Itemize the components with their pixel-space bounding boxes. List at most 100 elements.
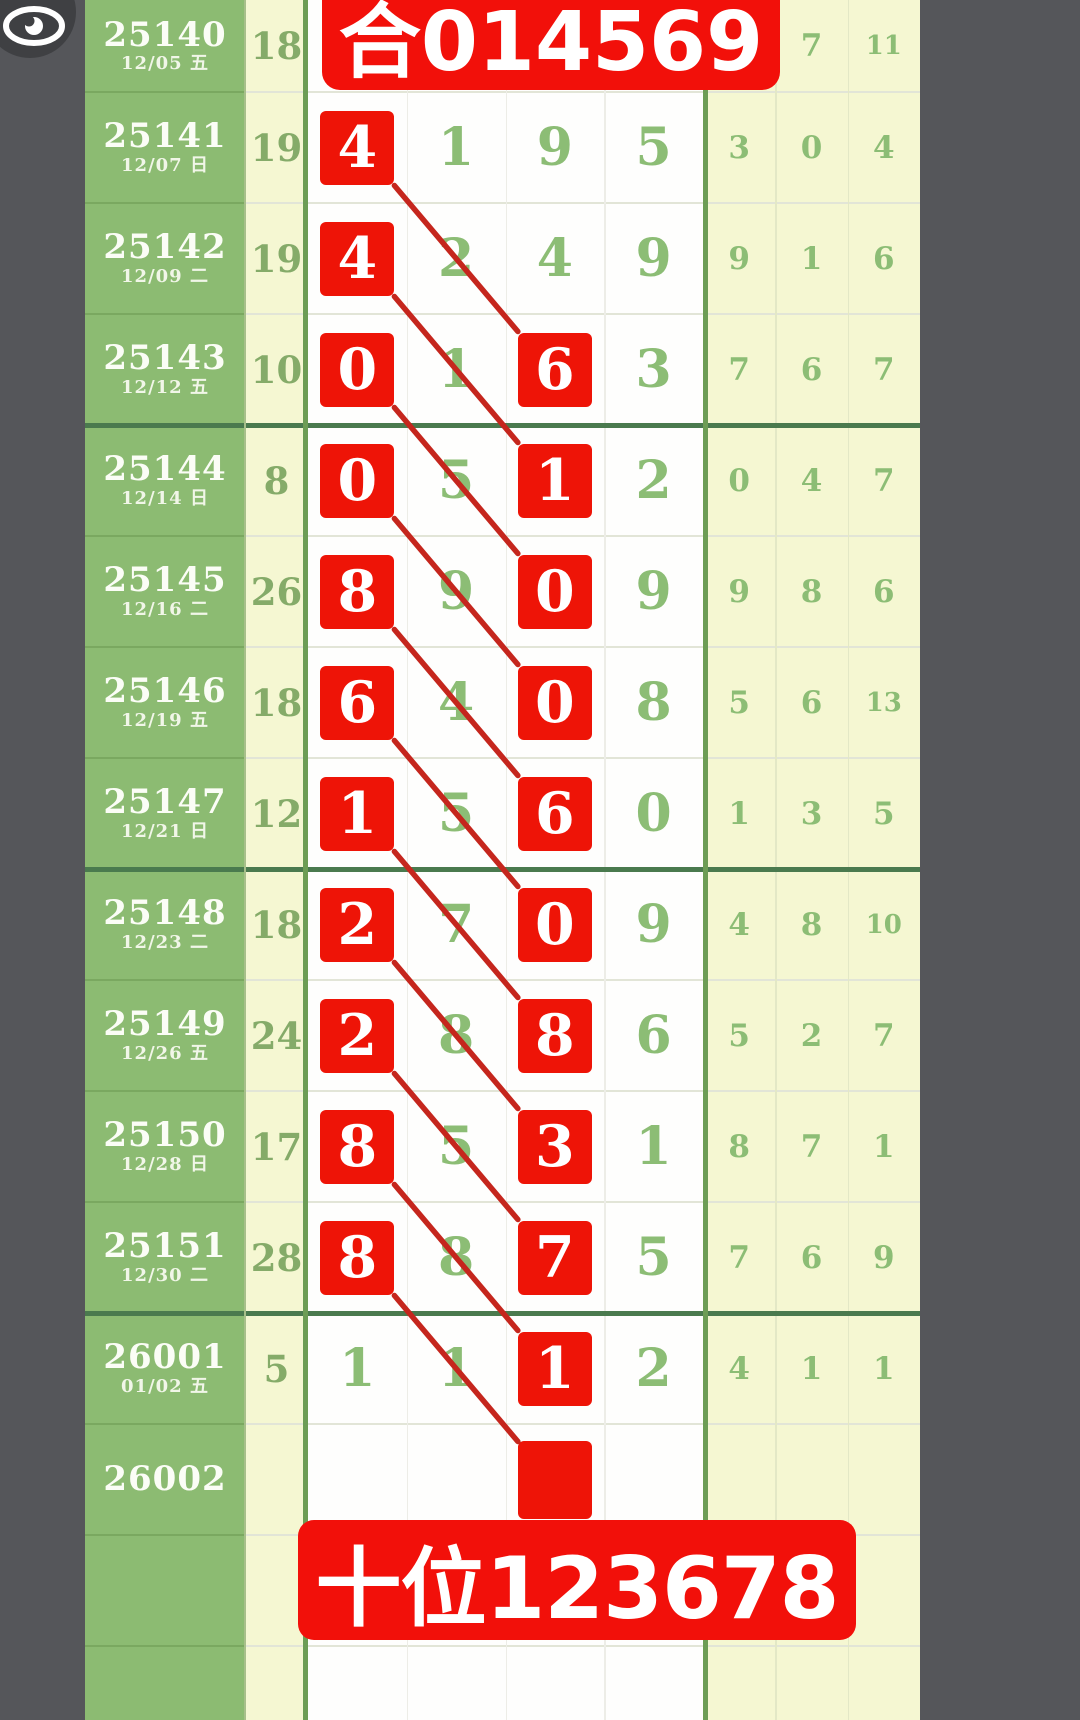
stat-value: 6 — [800, 684, 823, 721]
column-separator-line — [303, 0, 308, 1720]
digit-cell: 1 — [604, 1091, 703, 1202]
winning-digit-box: 2 — [320, 998, 395, 1073]
stat-value: 7 — [800, 1128, 823, 1165]
draw-date: 12/14 日 — [121, 487, 209, 509]
stat-cell: 4 — [703, 1313, 775, 1424]
column-separator-line — [703, 0, 708, 1720]
stat-cell: 7 — [848, 314, 920, 425]
issue-cell: 26002 — [85, 1424, 245, 1535]
stat-cell: 7 — [703, 1202, 775, 1313]
digit-cell: 0 — [308, 314, 407, 425]
issue-cell: 25146 12/19 五 — [85, 647, 245, 758]
digit-cell: 2 — [308, 869, 407, 980]
eye-icon[interactable] — [0, 0, 100, 90]
stat-value: 7 — [800, 28, 823, 64]
issue-number: 25141 — [103, 116, 227, 157]
row-separator-line — [85, 1645, 245, 1647]
digit-cell: 1 — [407, 92, 506, 203]
digit-cell: 5 — [407, 1091, 506, 1202]
row-separator-line — [85, 1534, 245, 1536]
winning-digit-box: 6 — [517, 332, 592, 407]
stat-value: 4 — [873, 129, 895, 166]
winning-digit-box — [517, 1440, 592, 1519]
issue-cell: 25145 12/16 二 — [85, 536, 245, 647]
digit-value: 8 — [438, 1005, 475, 1066]
stat-cell: 3 — [775, 758, 847, 869]
stat-value: 1 — [800, 240, 823, 277]
draw-date: 12/05 五 — [121, 53, 209, 75]
digit-value: 2 — [635, 1338, 672, 1399]
issue-number: 25151 — [103, 1226, 227, 1267]
column-separator-line — [604, 0, 606, 1720]
value-cell: 17 — [245, 1091, 308, 1202]
digit-cell: 0 — [604, 758, 703, 869]
digit-value: 0 — [635, 783, 672, 844]
digit-cell: 6 — [506, 758, 605, 869]
winning-digit-box: 1 — [320, 776, 395, 851]
stat-cell: 5 — [848, 758, 920, 869]
issue-number: 25142 — [103, 227, 227, 268]
digit-cell: 0 — [506, 647, 605, 758]
digit-cell: 4 — [308, 203, 407, 314]
row-separator-line — [85, 202, 245, 204]
winning-digit-box: 6 — [320, 665, 395, 740]
digit-cell: 4 — [506, 203, 605, 314]
stat-cell: 13 — [848, 647, 920, 758]
sum-value: 24 — [250, 1013, 303, 1058]
row-separator-line — [85, 535, 245, 537]
column-separator-line — [847, 0, 850, 1720]
stat-value: 7 — [873, 351, 895, 388]
digit-value: 3 — [635, 339, 672, 400]
stat-cell: 4 — [703, 869, 775, 980]
row-separator-line — [85, 757, 245, 759]
digit-value: 5 — [438, 450, 475, 511]
digit-value: 8 — [438, 1227, 475, 1288]
digit-cell: 0 — [506, 869, 605, 980]
stat-cell: 0 — [703, 425, 775, 536]
row-separator-line — [245, 313, 920, 315]
stat-value: 8 — [800, 906, 823, 943]
row-separator-line — [85, 91, 245, 93]
winning-digit-box: 1 — [517, 443, 592, 518]
digit-cell: 9 — [407, 536, 506, 647]
value-cell: 19 — [245, 92, 308, 203]
winning-digit-box: 3 — [517, 1109, 592, 1184]
digit-cell: 9 — [604, 536, 703, 647]
stat-cell: 7 — [848, 425, 920, 536]
stat-value: 11 — [865, 31, 902, 61]
stat-value: 7 — [728, 351, 750, 388]
issue-number: 25146 — [103, 671, 227, 712]
issue-cell: 25147 12/21 日 — [85, 758, 245, 869]
digit-value: 8 — [635, 672, 672, 733]
sum-value: 18 — [250, 680, 303, 725]
sum-value: 26 — [250, 569, 303, 614]
stat-value: 13 — [865, 687, 902, 718]
stat-cell: 7 — [775, 1091, 847, 1202]
draw-date: 12/19 五 — [121, 709, 209, 731]
stat-value: 4 — [728, 906, 750, 943]
digit-cell: 7 — [506, 1202, 605, 1313]
stat-value: 0 — [728, 462, 750, 499]
stat-value: 8 — [728, 1128, 750, 1165]
winning-digit-box: 4 — [320, 221, 395, 296]
stat-value: 7 — [873, 462, 895, 499]
value-cell: 10 — [245, 314, 308, 425]
stat-value: 3 — [800, 795, 823, 832]
stat-value: 10 — [865, 909, 902, 940]
sum-callout-banner: 合014569 — [322, 0, 780, 90]
digit-cell: 8 — [407, 980, 506, 1091]
stat-cell: 0 — [775, 92, 847, 203]
issue-number: 25150 — [103, 1115, 227, 1156]
column-separator-line — [775, 0, 777, 1720]
stat-cell: 7 — [775, 0, 847, 92]
stat-value: 7 — [873, 1017, 895, 1054]
tens-position-callout-banner: 十位123678 — [298, 1520, 856, 1640]
stat-value: 6 — [800, 351, 823, 388]
digit-value: 7 — [438, 894, 475, 955]
value-cell: 5 — [245, 1313, 308, 1424]
stat-cell: 8 — [703, 1091, 775, 1202]
value-cell: 12 — [245, 758, 308, 869]
row-separator-line — [85, 646, 245, 648]
digit-value: 2 — [635, 450, 672, 511]
winning-digit-box: 1 — [517, 1331, 592, 1406]
